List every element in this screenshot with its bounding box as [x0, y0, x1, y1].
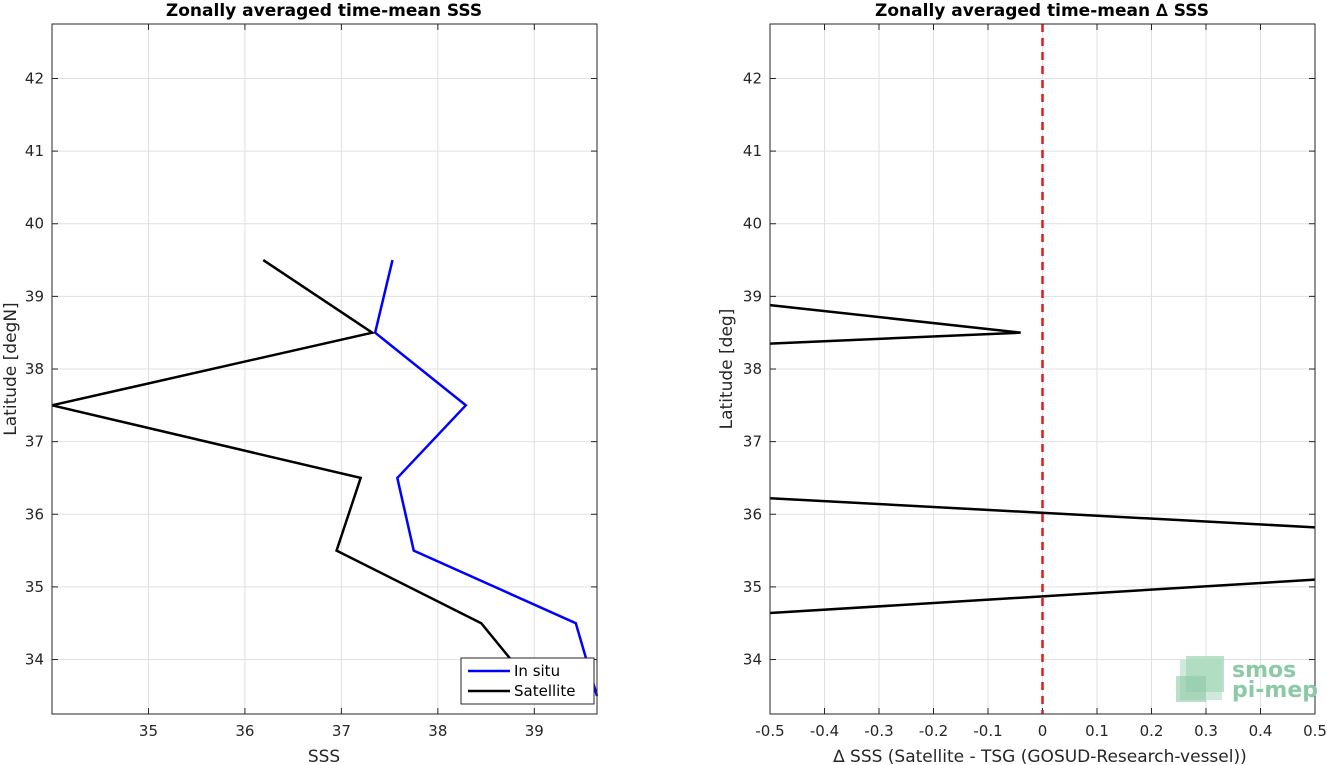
legend-box: [460, 657, 595, 705]
sss-ytick-label: 41: [25, 142, 44, 160]
delta-sss-ytick-label: 36: [743, 505, 762, 523]
delta-sss-panel: Zonally averaged time-mean ∆ SSS -0.5 -0.…: [717, 1, 1327, 765]
delta-sss-panel-ticks: -0.5 -0.4 -0.3 -0.2 -0.1 0 0.1 0.2 0.3 0.4 0.5 34 35…: [743, 24, 1327, 740]
delta-sss-series-segment-2: [769, 497, 1316, 529]
delta-sss-series-segment-1: [769, 303, 1021, 345]
delta-sss-xtick-label: 0.4: [1249, 722, 1273, 740]
delta-sss-panel-ylabel: Latitude [deg]: [717, 309, 737, 430]
sss-xtick-label: 35: [139, 722, 158, 740]
sss-xtick-label: 36: [235, 722, 254, 740]
sss-ytick-label: 37: [25, 433, 44, 451]
delta-sss-xtick-label: 0.3: [1194, 722, 1218, 740]
delta-sss-xtick-label: 0.5: [1303, 722, 1327, 740]
legend-insitu-label: In situ: [514, 662, 560, 680]
sss-panel-title: Zonally averaged time-mean SSS: [166, 1, 482, 21]
delta-sss-ytick-label: 37: [743, 433, 762, 451]
sss-series-in-situ: [373, 259, 599, 697]
sss-ytick-label: 36: [25, 505, 44, 523]
smos-pi-mep-logo: smos pi-mep: [1176, 656, 1318, 703]
sss-ytick-label: 35: [25, 578, 44, 596]
delta-sss-panel-frame: [769, 23, 1316, 715]
delta-sss-ytick-label: 40: [743, 215, 762, 233]
legend: In situ Satellite: [460, 657, 595, 705]
delta-sss-xtick-label: -0.3: [864, 722, 893, 740]
sss-xtick-label: 37: [332, 722, 351, 740]
sss-ytick-label: 39: [25, 287, 44, 305]
sss-panel-series: [51, 259, 599, 697]
sss-ytick-label: 42: [25, 69, 44, 87]
logo-stripes-icon: [1176, 656, 1224, 702]
delta-sss-xtick-label: -0.1: [973, 722, 1002, 740]
delta-sss-xtick-label: 0: [1038, 722, 1048, 740]
sss-panel: Zonally averaged time-mean SSS 35 36 37 38 3…: [1, 1, 599, 765]
delta-sss-xtick-label: 0.2: [1140, 722, 1164, 740]
delta-sss-xtick-label: 0.1: [1085, 722, 1109, 740]
sss-ytick-label: 38: [25, 360, 44, 378]
delta-sss-xtick-label: -0.5: [755, 722, 784, 740]
sss-series-satellite: [51, 259, 521, 672]
delta-sss-xtick-label: -0.2: [919, 722, 948, 740]
sss-ytick-label: 40: [25, 215, 44, 233]
sss-panel-ylabel: Latitude [degN]: [1, 302, 21, 435]
delta-sss-panel-xlabel: ∆ SSS (Satellite - TSG (GOSUD-Research-v…: [832, 747, 1247, 765]
legend-satellite-label: Satellite: [514, 682, 575, 700]
delta-sss-ytick-label: 38: [743, 360, 762, 378]
delta-sss-ytick-label: 34: [743, 651, 762, 669]
delta-sss-series-segment-3: [769, 578, 1316, 615]
delta-sss-ytick-label: 41: [743, 142, 762, 160]
sss-xtick-label: 39: [525, 722, 544, 740]
sss-panel-grid: [52, 24, 597, 714]
sss-panel-frame: [51, 23, 598, 715]
sss-ytick-label: 34: [25, 651, 44, 669]
sss-panel-xlabel: SSS: [308, 747, 340, 765]
delta-sss-ytick-label: 39: [743, 287, 762, 305]
logo-line2: pi-mep: [1232, 678, 1318, 703]
delta-sss-xtick-label: -0.4: [810, 722, 839, 740]
logo-line1: smos: [1232, 658, 1296, 683]
delta-sss-panel-title: Zonally averaged time-mean ∆ SSS: [875, 1, 1209, 21]
delta-sss-panel-series: [769, 24, 1316, 714]
sss-panel-ticks: 35 36 37 38 39 34 35 36 37 38 39 40 41 42: [25, 24, 597, 740]
sss-xtick-label: 38: [428, 722, 447, 740]
delta-sss-ytick-label: 42: [743, 69, 762, 87]
delta-sss-ytick-label: 35: [743, 578, 762, 596]
